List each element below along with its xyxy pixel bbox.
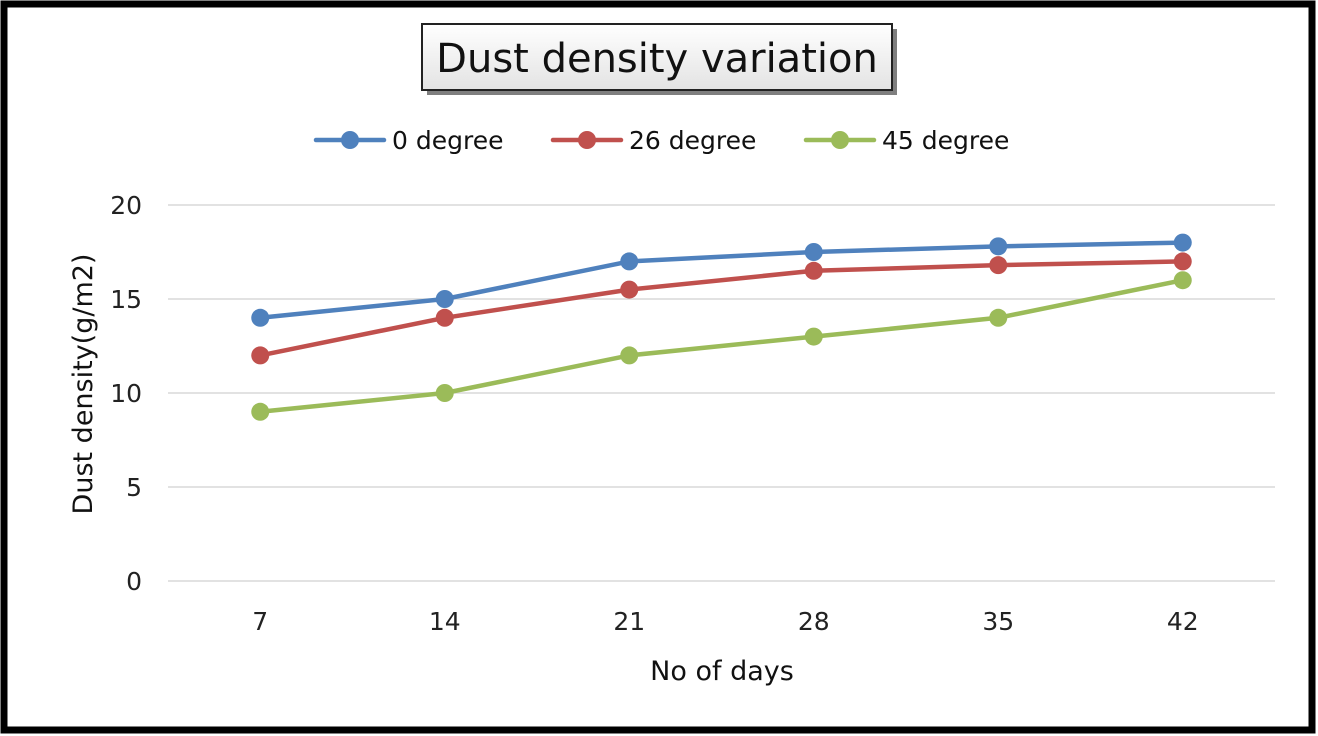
y-tick-label: 5 [126,473,142,502]
title-box-bg [421,23,893,91]
data-point [251,346,270,365]
y-axis-title: Dust density(g/m2) [68,254,99,515]
data-point [804,327,823,346]
series-2 [251,252,1192,365]
data-point [1173,271,1192,290]
series-layer [251,233,1192,421]
series-1 [251,233,1192,327]
x-tick-label: 28 [798,607,830,636]
series-line [258,259,1185,358]
y-tick-labels: 0 5 10 15 20 [110,191,142,596]
chart-title: Dust density variation [436,36,878,82]
legend-item: 0 degree [313,126,503,155]
series-3 [251,271,1192,421]
legend: 0 degree 26 degree 45 degree [313,126,1009,155]
x-tick-label: 7 [252,607,268,636]
data-point [620,252,639,271]
legend-label: 45 degree [882,126,1009,155]
data-point [989,237,1008,256]
data-point [989,308,1008,327]
legend-marker [341,131,359,149]
legend-label: 26 degree [629,126,756,155]
data-point [251,402,270,421]
x-tick-label: 42 [1167,607,1199,636]
data-point [435,384,454,402]
x-tick-labels: 7 14 21 28 35 42 [252,607,1198,636]
x-tick-label: 35 [982,607,1014,636]
data-point [435,308,454,327]
y-tick-label: 20 [110,191,142,220]
legend-item: 45 degree [803,126,1009,155]
data-point [1173,233,1192,252]
x-tick-label: 14 [429,607,461,636]
data-point [804,243,823,261]
legend-item: 26 degree [550,126,756,155]
x-tick-label: 21 [613,607,645,636]
data-point [1173,252,1192,271]
y-tick-label: 0 [126,567,142,596]
data-point [989,256,1008,275]
data-point [435,290,454,308]
legend-marker [831,131,849,149]
data-point [804,261,823,280]
legend-label: 0 degree [392,126,503,155]
x-axis-title: No of days [650,656,794,687]
data-point [620,280,639,299]
series-line [258,240,1185,321]
y-tick-label: 10 [110,379,142,408]
legend-marker [578,131,596,149]
y-tick-label: 15 [110,285,142,314]
data-point [251,308,270,327]
series-line [258,277,1185,415]
data-point [620,346,639,365]
title-box: Dust density variation [421,23,897,95]
